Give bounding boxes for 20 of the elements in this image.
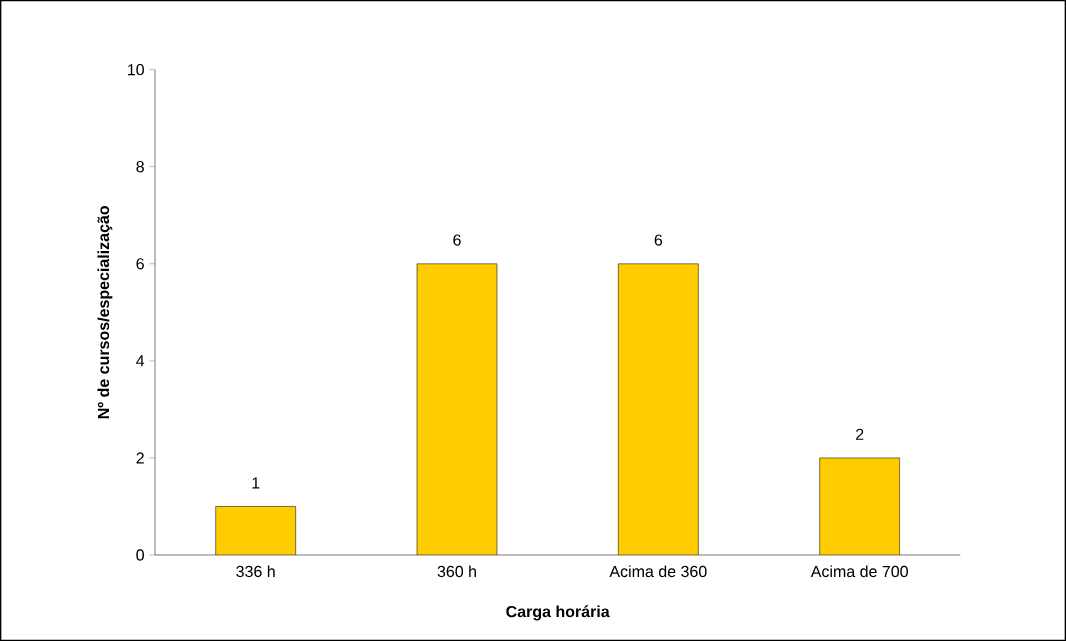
y-tick-label: 4 xyxy=(136,355,145,367)
bar xyxy=(215,506,296,555)
x-tick-label: Acima de 700 xyxy=(810,565,908,578)
x-tick-label: Acima de 360 xyxy=(609,565,707,578)
x-axis-title: Carga horária xyxy=(506,605,610,621)
x-tick-label: 336 h xyxy=(236,565,275,578)
y-tick-label: 2 xyxy=(136,452,144,464)
y-tick-label: 8 xyxy=(136,161,144,173)
bar xyxy=(819,457,900,555)
data-label: 6 xyxy=(453,234,461,246)
data-label: 1 xyxy=(252,477,260,489)
x-tick-label: 360 h xyxy=(437,565,476,578)
data-label: 2 xyxy=(856,428,864,440)
y-tick-label: 10 xyxy=(128,64,144,76)
y-tick-label: 0 xyxy=(136,549,144,561)
bar xyxy=(618,263,699,555)
y-tick-label: 6 xyxy=(136,258,144,270)
bar xyxy=(417,263,498,555)
data-label: 6 xyxy=(654,234,663,246)
y-axis-title: Nº de cursos/especialização xyxy=(97,206,113,419)
